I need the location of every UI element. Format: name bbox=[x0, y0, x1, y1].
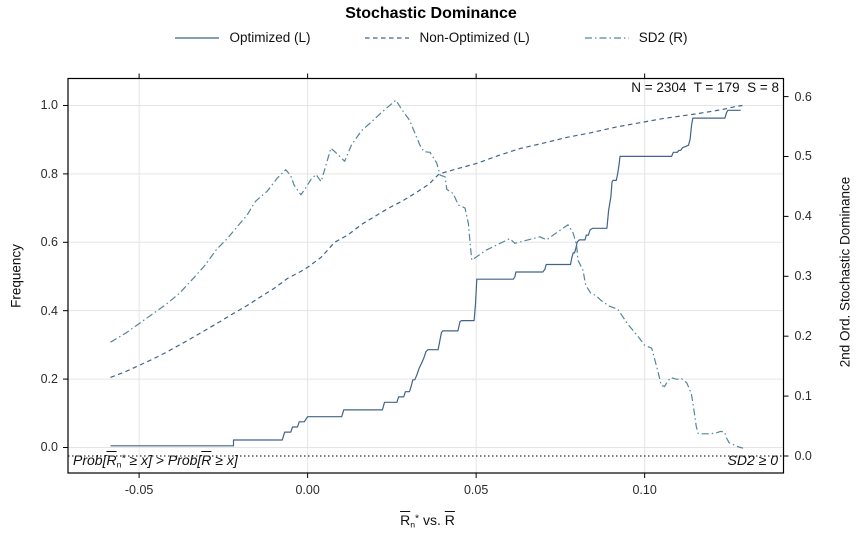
x-axis-title: Rn* vs. R bbox=[70, 512, 785, 530]
x-tick-label: 0.10 bbox=[632, 483, 657, 497]
x-label-rbar2: R bbox=[444, 512, 455, 528]
right-tick-label: 0.0 bbox=[794, 448, 812, 463]
left-tick-label: 0.6 bbox=[40, 235, 58, 250]
series-line-sd2-r- bbox=[110, 99, 744, 449]
x-tick-label: -0.05 bbox=[124, 483, 154, 497]
right-tick-label: 0.3 bbox=[794, 269, 812, 284]
right-tick-label: 0.5 bbox=[794, 149, 812, 164]
solid-line-sample-icon bbox=[175, 36, 220, 39]
prob-sub-n: n bbox=[116, 459, 122, 470]
right-tick-label: 0.6 bbox=[794, 89, 812, 104]
legend: Optimized (L) Non-Optimized (L) SD2 (R) bbox=[0, 30, 862, 45]
dashed-line-sample-icon bbox=[365, 36, 410, 39]
left-tick-label: 0.0 bbox=[40, 440, 58, 455]
sd2-annotation: SD2 ≥ 0 bbox=[727, 452, 778, 468]
prob-rbar-1: R bbox=[106, 452, 117, 468]
axis-ticks bbox=[63, 73, 789, 478]
left-tick-label: 1.0 bbox=[40, 98, 58, 113]
x-label-star: * bbox=[415, 512, 420, 525]
dashdot-line-sample-icon bbox=[584, 36, 629, 39]
x-label-sub-n: n bbox=[410, 519, 416, 530]
right-tick-label: 0.4 bbox=[794, 209, 812, 224]
left-tick-label: 0.2 bbox=[40, 372, 58, 387]
x-label-rbar: R bbox=[400, 512, 411, 528]
left-tick-label: 0.4 bbox=[40, 303, 58, 318]
legend-label-optimized: Optimized (L) bbox=[229, 30, 311, 45]
prob-text-3: ≥ x] bbox=[211, 452, 238, 468]
right-axis-title: 2nd Ord. Stochastic Dominance bbox=[837, 176, 853, 368]
prob-star: * bbox=[121, 452, 126, 465]
sample-size-annotation: N = 2304 T = 179 S = 8 bbox=[631, 80, 779, 95]
left-axis-title: Frequency bbox=[8, 244, 24, 308]
right-tick-label: 0.1 bbox=[794, 389, 812, 404]
legend-item-optimized: Optimized (L) bbox=[174, 30, 310, 45]
chart-title: Stochastic Dominance bbox=[345, 5, 517, 22]
right-tick-label: 0.2 bbox=[794, 329, 812, 344]
prob-rbar-2: R bbox=[201, 452, 212, 468]
data-series bbox=[110, 99, 744, 449]
x-tick-label: 0.00 bbox=[295, 483, 320, 497]
prob-text-1: Prob[ bbox=[73, 452, 107, 468]
gridlines bbox=[68, 78, 784, 473]
x-tick-label: 0.05 bbox=[463, 483, 489, 497]
legend-item-sd2: SD2 (R) bbox=[584, 30, 688, 45]
prob-text-2: ≥ x] > Prob[ bbox=[125, 452, 202, 468]
x-label-vs: vs. bbox=[419, 512, 445, 528]
series-line-non-optimized-l- bbox=[110, 104, 743, 378]
legend-label-sd2: SD2 (R) bbox=[638, 30, 688, 45]
legend-label-non-optimized: Non-Optimized (L) bbox=[419, 30, 530, 45]
legend-item-non-optimized: Non-Optimized (L) bbox=[364, 30, 530, 45]
plot-border bbox=[67, 77, 785, 474]
probability-annotation: Prob[Rn* ≥ x] > Prob[R ≥ x] bbox=[73, 452, 238, 470]
left-tick-label: 0.8 bbox=[40, 166, 58, 181]
series-line-optimized-l- bbox=[110, 109, 741, 447]
